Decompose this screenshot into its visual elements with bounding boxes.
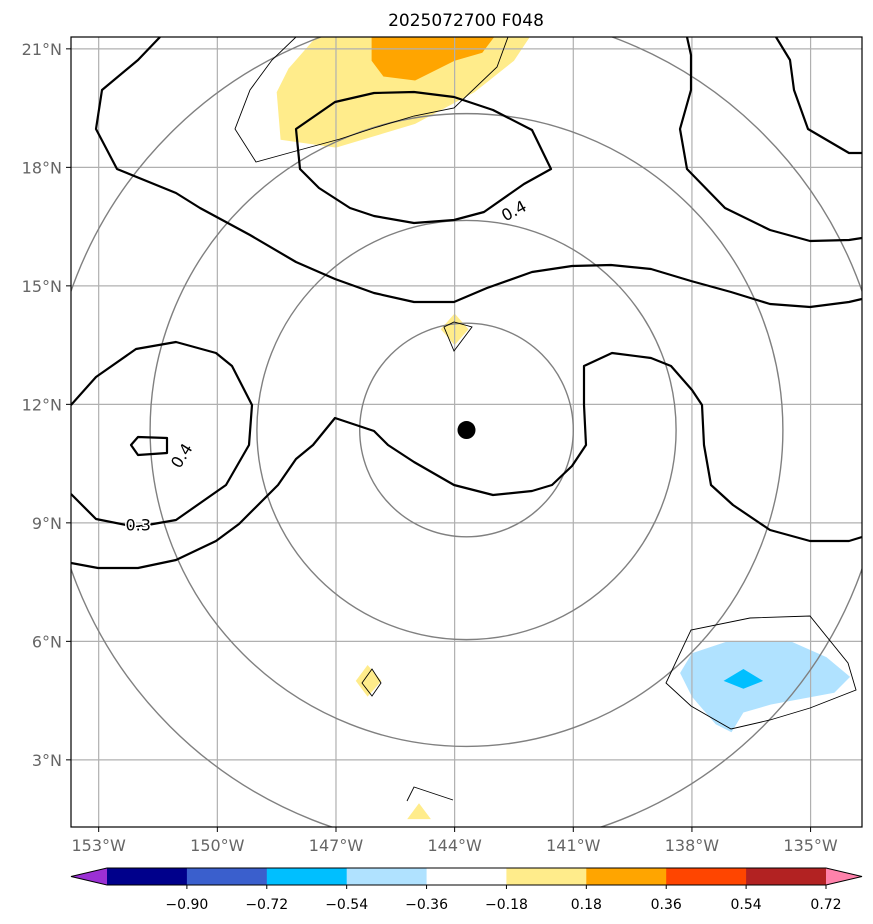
range-ring xyxy=(256,219,677,641)
colorbar-bin xyxy=(666,868,747,885)
chart-title: 2025072700 F048 xyxy=(388,11,544,31)
contour-line-small-closed xyxy=(129,435,169,457)
colorbar-label: −0.18 xyxy=(485,897,528,913)
colorbar-outline xyxy=(70,867,863,886)
colorbar: −0.90 −0.72 −0.54 −0.36 −0.18 0.18 0.36 0.54 0.7… xyxy=(70,867,863,913)
contour-label: 0.4 xyxy=(167,440,197,472)
colorbar-label: −0.54 xyxy=(325,897,368,913)
x-tick-label: 141°W xyxy=(546,836,601,855)
range-rings xyxy=(71,37,862,827)
x-tick-label: 144°W xyxy=(427,836,482,855)
y-axis-ticks: 3°N 6°N 9°N 12°N 15°N 18°N 21°N xyxy=(22,40,71,770)
colorbar-label: −0.36 xyxy=(405,897,448,913)
contour-line-center-lower xyxy=(71,351,862,570)
colorbar-label: 0.36 xyxy=(651,897,682,913)
contour-line-north xyxy=(94,37,862,309)
colorbar-bin xyxy=(426,868,507,885)
thin-line-center-small xyxy=(443,321,473,352)
x-tick-label: 138°W xyxy=(665,836,720,855)
contour-line-northeast-inner xyxy=(775,37,862,155)
colorbar-extend-high xyxy=(826,868,862,885)
thin-boundary-lines xyxy=(234,37,857,802)
shaded-region-positive-small-bottom xyxy=(407,803,431,820)
contour-line-center xyxy=(71,340,254,529)
y-tick-label: 3°N xyxy=(32,751,62,770)
shaded-region-negative-east-core xyxy=(723,669,764,689)
colorbar-extend-low xyxy=(71,868,107,885)
colorbar-label: −0.90 xyxy=(165,897,208,913)
y-tick-label: 12°N xyxy=(22,395,62,414)
y-tick-label: 9°N xyxy=(32,514,62,533)
contour-lines xyxy=(71,37,862,570)
shaded-region-positive-small-south xyxy=(355,665,382,697)
contour-labels: 0.4 0.4 0.3 xyxy=(124,195,531,536)
colorbar-label: 0.54 xyxy=(731,897,762,913)
colorbar-bin xyxy=(186,868,268,885)
contour-label: 0.3 xyxy=(126,515,151,534)
contour-line-northeast xyxy=(678,37,862,243)
plot-frame xyxy=(70,36,863,828)
shaded-region-negative-east xyxy=(680,641,851,733)
storm-center-marker xyxy=(457,421,476,440)
range-ring xyxy=(359,322,575,538)
shaded-region-positive-north-core xyxy=(371,37,495,81)
thin-line-north-region xyxy=(234,37,509,163)
thin-line-south-small xyxy=(361,668,382,697)
colorbar-label: 0.18 xyxy=(571,897,602,913)
x-axis-ticks: 153°W 150°W 147°W 144°W 141°W 138°W 135°W xyxy=(72,827,838,855)
y-tick-label: 18°N xyxy=(22,158,62,177)
thin-line-east-region xyxy=(665,615,857,730)
y-tick-label: 21°N xyxy=(22,40,62,59)
colorbar-bin xyxy=(586,868,667,885)
colorbar-bin xyxy=(107,868,188,885)
map-plot-area: 0.4 0.4 0.3 xyxy=(71,37,862,827)
x-tick-label: 135°W xyxy=(783,836,838,855)
colorbar-bin xyxy=(506,868,587,885)
y-tick-label: 6°N xyxy=(32,632,62,651)
range-ring xyxy=(149,112,784,748)
thin-line-bottom-small xyxy=(406,786,454,802)
colorbar-label: 0.72 xyxy=(810,897,841,913)
x-tick-label: 147°W xyxy=(309,836,364,855)
colorbar-bin xyxy=(346,868,428,885)
y-tick-label: 15°N xyxy=(22,277,62,296)
contour-label: 0.4 xyxy=(498,196,529,225)
colorbar-bin xyxy=(746,868,827,885)
x-tick-label: 150°W xyxy=(190,836,245,855)
colorbar-bin xyxy=(266,868,348,885)
contour-line-closed-north xyxy=(294,90,553,225)
x-tick-label: 153°W xyxy=(72,836,127,855)
colorbar-label: −0.72 xyxy=(245,897,288,913)
